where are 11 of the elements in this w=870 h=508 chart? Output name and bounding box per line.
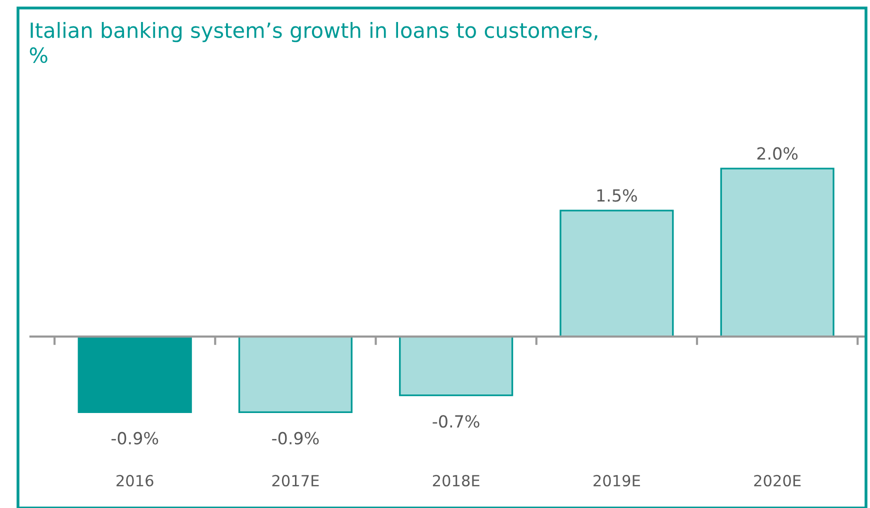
x-tick-label: 2019E [594,474,640,486]
x-tick-label: 2020E [754,474,801,486]
x-tick-label: 2016 [116,474,154,486]
chart-title: Italian banking system’s growth in loans to customers, % [30,22,598,64]
data-label: -0.9% [272,432,319,444]
data-label: 2.0% [757,147,798,160]
x-tick-label: 2017E [272,474,319,486]
x-tick-label: 2018E [432,474,480,486]
data-label: -0.9% [111,432,158,444]
data-label: 1.5% [597,189,637,202]
data-label: -0.7% [432,415,480,428]
